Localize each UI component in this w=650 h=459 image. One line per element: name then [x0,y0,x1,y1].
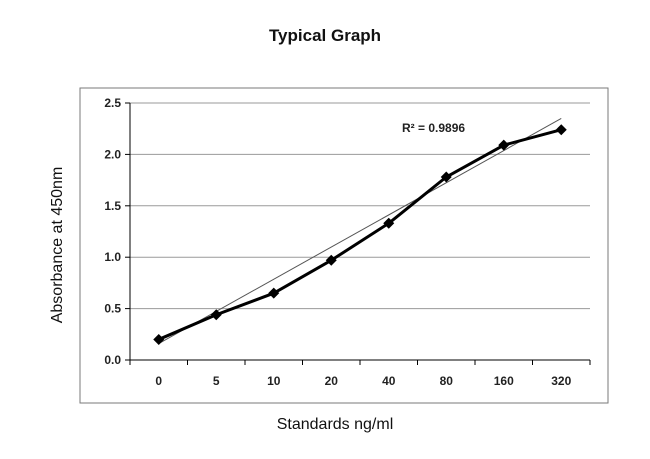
data-point [268,287,280,299]
y-tick-label: 0.0 [104,353,121,367]
data-point [383,217,395,229]
x-tick-label: 5 [213,374,220,388]
data-point [153,333,165,345]
data-point [210,309,222,321]
data-point [555,124,567,136]
y-tick-label: 1.5 [104,199,121,213]
x-axis-label: Standards ng/ml [276,416,394,433]
x-tick-label: 10 [267,374,281,388]
y-tick-label: 2.0 [104,147,121,161]
data-point [325,254,337,266]
x-tick-label: 80 [440,374,454,388]
x-tick-label: 0 [155,374,162,388]
trendline [158,117,562,344]
y-tick-label: 1.0 [104,250,121,264]
y-tick-label: 0.5 [104,302,121,316]
chart-title: Typical Graph [268,26,382,45]
r-squared-annotation: R² = 0.9896 [402,121,465,135]
data-point [498,139,510,151]
x-tick-label: 160 [494,374,514,388]
y-tick-label: 2.5 [104,96,121,110]
x-tick-label: 320 [551,374,571,388]
series-line [158,128,562,341]
x-tick-label: 40 [382,374,396,388]
x-tick-label: 20 [325,374,339,388]
data-point [440,171,452,183]
chart-frame [79,87,609,404]
